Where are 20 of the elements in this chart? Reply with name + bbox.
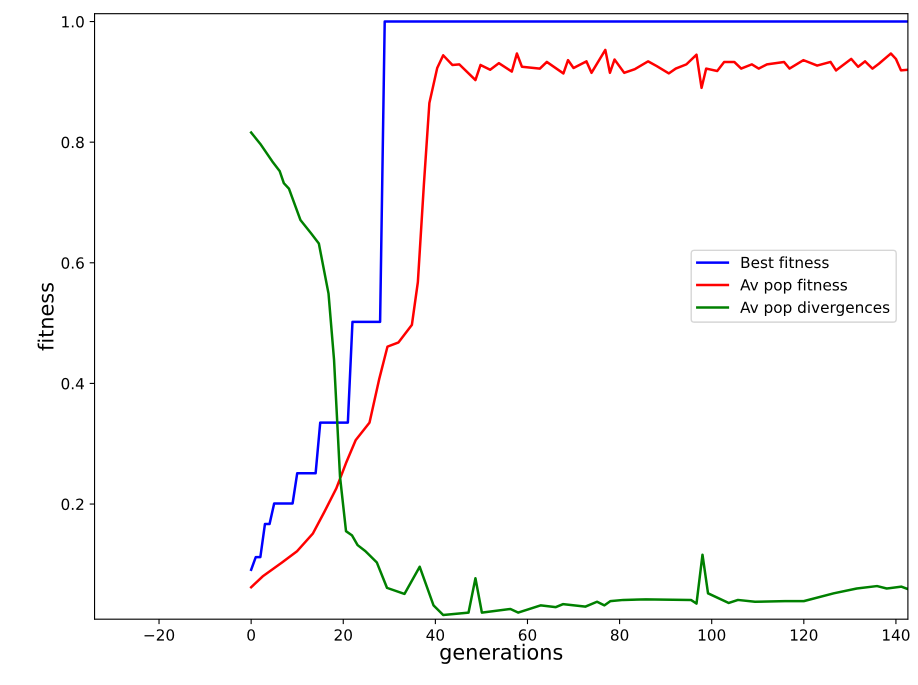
x-tick-label: 60 xyxy=(518,629,536,641)
x-tick-label: −20 xyxy=(144,629,174,641)
x-tick-label: 0 xyxy=(247,629,255,641)
y-tick-label: 0.4 xyxy=(62,378,84,390)
legend-label: Av pop divergences xyxy=(740,301,890,316)
y-tick-label: 0.6 xyxy=(62,257,84,269)
y-tick-label: 1.0 xyxy=(62,16,84,28)
line-series xyxy=(250,131,908,616)
x-axis-title: generations xyxy=(440,644,562,664)
x-tick-label: 120 xyxy=(790,629,818,641)
x-tick-label: 40 xyxy=(426,629,444,641)
x-tick-label: 80 xyxy=(610,629,628,641)
y-axis-title: fitness xyxy=(38,282,54,350)
x-tick-label: 140 xyxy=(883,629,910,641)
x-tick-label: 100 xyxy=(698,629,726,641)
legend-label: Av pop fitness xyxy=(740,278,848,294)
x-tick-label: 20 xyxy=(334,629,352,641)
y-tick-label: 0.8 xyxy=(62,136,84,148)
y-tick-label: 0.2 xyxy=(62,498,84,510)
legend-label: Best fitness xyxy=(742,256,829,268)
